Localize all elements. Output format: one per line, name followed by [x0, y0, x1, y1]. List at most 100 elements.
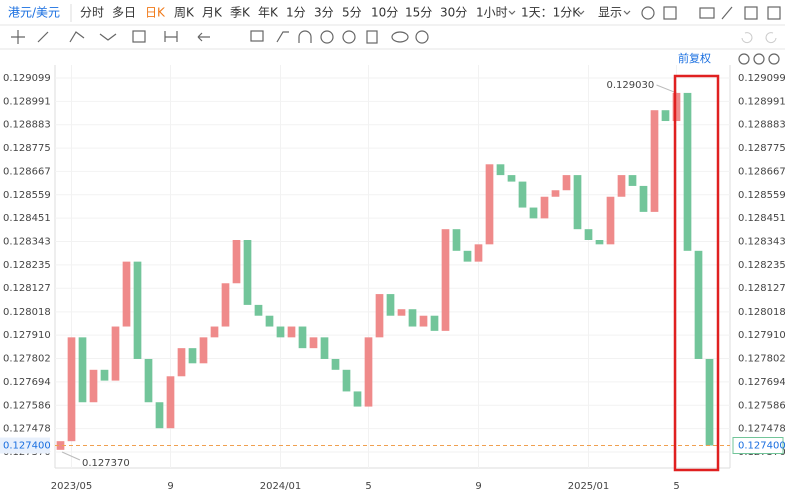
checkbox-icon[interactable]	[663, 6, 677, 20]
low-pointer	[61, 451, 81, 461]
display-select[interactable]: 显示	[598, 6, 622, 20]
period-tab[interactable]: 1分	[286, 6, 306, 20]
y-tick-label: 0.127910	[738, 330, 785, 341]
candle	[144, 358, 153, 403]
redo-icon	[765, 32, 777, 44]
pen-icon[interactable]	[721, 6, 733, 20]
y-tick-label: 0.128667	[738, 166, 785, 177]
zoom-out-icon[interactable]	[753, 53, 765, 65]
period-tab[interactable]: 年K	[258, 6, 279, 20]
candle	[562, 175, 571, 191]
candle	[672, 92, 681, 122]
y-tick-label: 0.128883	[3, 120, 51, 131]
high-label: 0.129030	[607, 80, 655, 91]
move-tool[interactable]	[11, 30, 25, 44]
y-tick-label: 0.128235	[3, 260, 51, 271]
period-tab[interactable]: 多日	[112, 6, 136, 20]
dropdown-arrow	[577, 10, 585, 15]
high-pointer	[656, 84, 677, 94]
candle	[254, 304, 263, 316]
candle	[397, 309, 406, 316]
reset-icon[interactable]	[738, 53, 750, 65]
candle	[474, 244, 483, 262]
hide-tool[interactable]	[342, 30, 356, 44]
period-tab[interactable]: 分时	[80, 6, 104, 20]
candle	[287, 326, 296, 338]
period-tab[interactable]: 10分	[371, 6, 398, 20]
candle	[364, 337, 373, 407]
fib-tool[interactable]	[132, 30, 146, 43]
candle	[507, 175, 516, 182]
expand-icon[interactable]	[744, 6, 758, 20]
y-tick-label: 0.128343	[3, 237, 51, 248]
adjust-select[interactable]: 前复权	[678, 51, 711, 65]
candle	[243, 240, 252, 305]
last-price-box	[732, 437, 784, 455]
period-tab[interactable]: 5分	[342, 6, 362, 20]
line-tool[interactable]	[37, 31, 49, 43]
path-tool[interactable]	[69, 31, 85, 43]
candle	[518, 181, 527, 208]
period-tab[interactable]: 15分	[405, 6, 432, 20]
range-select[interactable]: 1天：1分K	[521, 6, 581, 20]
y-tick-label: 0.128451	[738, 213, 785, 224]
measure-tool[interactable]	[164, 31, 178, 42]
period-tab[interactable]: 月K	[202, 6, 223, 20]
camera-icon[interactable]	[699, 7, 715, 19]
y-tick-label: 0.129099	[3, 73, 51, 84]
candle	[210, 326, 219, 338]
candle	[639, 185, 648, 212]
period-tab[interactable]: 30分	[440, 6, 467, 20]
candle	[529, 207, 538, 219]
link-tool[interactable]	[391, 31, 409, 43]
y-tick-label: 0.128235	[738, 260, 785, 271]
x-tick-label: 5	[365, 481, 371, 492]
interval-select[interactable]: 1小时	[476, 6, 508, 20]
candle	[276, 326, 285, 338]
lock-tool[interactable]	[320, 30, 334, 44]
candle	[496, 164, 505, 176]
settings-icon[interactable]	[641, 6, 655, 20]
x-tick-label: 9	[475, 481, 481, 492]
arrow-tool[interactable]	[197, 32, 210, 42]
wave-tool[interactable]	[99, 33, 117, 41]
candle	[298, 326, 307, 349]
zoom-in-icon[interactable]	[768, 53, 780, 65]
symbol[interactable]: 港元/美元	[8, 6, 60, 20]
period-tab[interactable]: 周K	[174, 6, 195, 20]
candle	[595, 240, 604, 245]
undo-icon	[741, 32, 753, 44]
plot: 0.129099 0.129099 0.128991 0.128991 0.128883…	[0, 65, 785, 492]
y-tick-label: 0.128559	[3, 190, 51, 201]
dropdown-arrow	[508, 10, 516, 15]
period-tab[interactable]: 日K	[145, 6, 166, 20]
tool-settings[interactable]	[415, 30, 429, 44]
candle	[419, 315, 428, 327]
candle	[166, 376, 175, 429]
y-tick-label: 0.127694	[738, 377, 785, 388]
delete-tool[interactable]	[366, 30, 378, 44]
period-tab[interactable]: 季K	[230, 6, 251, 20]
note-tool[interactable]	[250, 30, 264, 42]
y-tick-label: 0.128451	[3, 213, 51, 224]
x-tick-label: 2024/01	[260, 481, 302, 492]
close-icon[interactable]	[767, 6, 781, 20]
y-tick-label: 0.128018	[738, 307, 785, 318]
candle	[694, 250, 703, 359]
highlight-box	[673, 74, 720, 472]
dropdown-arrow	[623, 10, 631, 15]
candle	[683, 92, 692, 251]
candle	[67, 337, 76, 442]
candle	[122, 261, 131, 327]
x-tick-label: 2023/05	[51, 481, 93, 492]
angle-tool[interactable]	[276, 31, 289, 43]
magnet-tool[interactable]	[298, 30, 312, 43]
y-tick-label: 0.128991	[738, 96, 785, 107]
period-tab[interactable]: 3分	[314, 6, 334, 20]
candle	[155, 402, 164, 429]
last-price-label: 0.127400	[3, 441, 51, 452]
y-tick-label: 0.128667	[3, 166, 51, 177]
y-tick-label: 0.127802	[3, 354, 51, 365]
